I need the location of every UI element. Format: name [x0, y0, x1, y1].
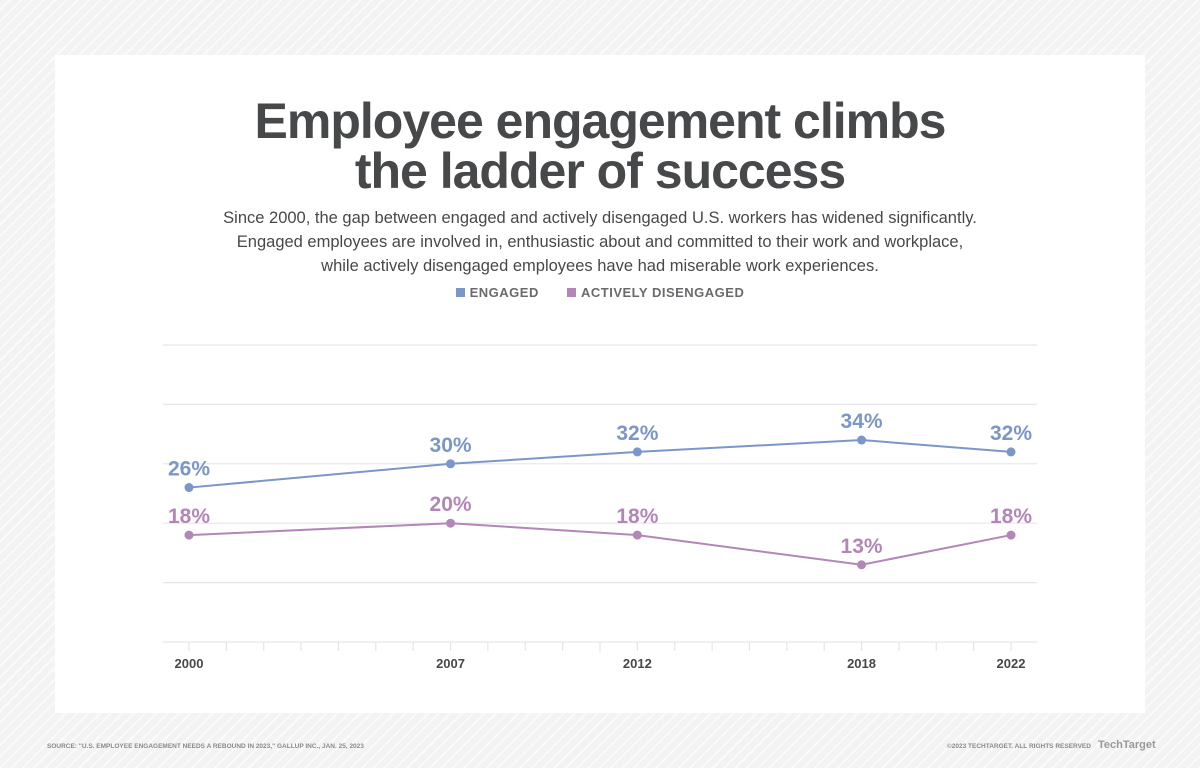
data-point	[1006, 447, 1016, 457]
data-point	[857, 435, 867, 445]
legend-engaged: ENGAGED	[455, 285, 539, 300]
series-line	[188, 522, 1012, 566]
data-point	[184, 530, 194, 540]
data-point	[184, 483, 194, 493]
data-point	[857, 560, 867, 570]
chart-title: Employee engagement climbs the ladder of …	[254, 93, 947, 199]
data-label: 18%	[616, 505, 658, 528]
legend-disengaged: ACTIVELY DISENGAGED	[566, 285, 744, 300]
data-label: 13%	[841, 535, 883, 558]
data-label: 34%	[841, 410, 883, 433]
x-tick-label: 2007	[436, 656, 465, 671]
data-label: 32%	[616, 422, 658, 445]
copyright: ©2023 TECHTARGET. ALL RIGHTS RESERVED	[947, 743, 1091, 750]
data-point	[632, 447, 642, 457]
x-tick-label: 2022	[997, 656, 1026, 671]
data-label: 30%	[430, 434, 472, 457]
chart-card	[55, 55, 1145, 713]
chart-subtitle: Since 2000, the gap between engaged and …	[223, 209, 977, 275]
data-point	[1006, 530, 1016, 540]
data-label: 18%	[990, 505, 1032, 528]
data-label: 32%	[990, 422, 1032, 445]
source-note: SOURCE: "U.S. EMPLOYEE ENGAGEMENT NEEDS …	[47, 743, 364, 750]
data-point	[632, 530, 642, 540]
data-label: 18%	[168, 505, 210, 528]
legend: ENGAGED ACTIVELY DISENGAGED	[0, 285, 1200, 300]
x-tick-label: 2018	[847, 656, 876, 671]
data-label: 26%	[168, 458, 210, 481]
techtarget-logo: TechTarget	[1098, 739, 1156, 751]
x-tick-label: 2000	[175, 656, 204, 671]
data-label: 20%	[430, 493, 472, 516]
data-point	[446, 459, 456, 469]
data-point	[446, 518, 456, 528]
x-tick-label: 2012	[623, 656, 652, 671]
